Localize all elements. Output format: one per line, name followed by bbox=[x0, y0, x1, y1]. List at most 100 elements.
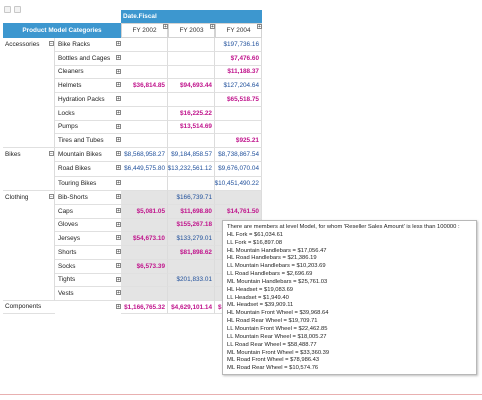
column-label: FY 2004 bbox=[226, 27, 251, 34]
refresh-icon[interactable] bbox=[14, 6, 21, 13]
expand-icon[interactable]: + bbox=[116, 68, 121, 75]
row-label: Hydration Packs bbox=[58, 95, 105, 103]
value-cell: $10,451,490.22 bbox=[215, 176, 262, 191]
row-locks[interactable]: Locks bbox=[55, 107, 121, 121]
column-fy2003[interactable]: FY 2003 bbox=[168, 23, 215, 38]
value-cell bbox=[168, 176, 215, 191]
tooltip-item: ML Mountain Handlebars = $25,761.03 bbox=[227, 278, 328, 285]
value-cell: $166,739.71 bbox=[168, 191, 215, 205]
expand-icon[interactable]: + bbox=[116, 276, 121, 283]
expand-icon[interactable]: + bbox=[116, 41, 121, 47]
value-cell: $8,738,867.54 bbox=[215, 148, 262, 163]
row-label: Mountain Bikes bbox=[58, 151, 102, 159]
expand-icon[interactable]: + bbox=[116, 194, 121, 200]
row-shorts[interactable]: Shorts bbox=[55, 246, 121, 260]
value-cell: $4,629,101.14 bbox=[168, 301, 215, 314]
value-cell bbox=[168, 93, 215, 107]
expand-icon[interactable]: + bbox=[116, 221, 121, 228]
row-label: Bib-Shorts bbox=[58, 193, 88, 201]
collapse-icon[interactable]: − bbox=[49, 41, 54, 47]
expand-icon[interactable]: + bbox=[116, 290, 121, 297]
category-label: Bikes bbox=[5, 151, 21, 158]
expand-icon[interactable]: + bbox=[116, 109, 121, 116]
collapse-icon[interactable]: − bbox=[49, 194, 54, 200]
value-cell: $133,279.01 bbox=[168, 232, 215, 246]
tooltip-item: HL Mountain Handlebars = $17,056.47 bbox=[227, 247, 327, 254]
expand-icon[interactable]: + bbox=[116, 151, 121, 157]
row-mountain-bikes[interactable]: Mountain Bikes bbox=[55, 148, 121, 163]
column-fy2002[interactable]: FY 2002 bbox=[121, 23, 168, 38]
row-label: Bike Racks bbox=[58, 40, 90, 48]
tooltip-item: LL Mountain Front Wheel = $22,462.85 bbox=[227, 325, 328, 332]
row-label: Vests bbox=[58, 290, 74, 298]
row-label: Cleaners bbox=[58, 68, 84, 76]
expand-icon[interactable]: + bbox=[116, 82, 121, 89]
column-fy2004[interactable]: FY 2004 bbox=[215, 23, 262, 38]
row-bike-racks[interactable]: Bike Racks bbox=[55, 38, 121, 52]
value-cell bbox=[168, 134, 215, 148]
category-components[interactable]: Components bbox=[3, 301, 55, 314]
row-pumps[interactable]: Pumps bbox=[55, 121, 121, 135]
value-cell bbox=[121, 51, 168, 66]
value-cell: $925.21 bbox=[215, 134, 262, 148]
row-label: Caps bbox=[58, 207, 73, 215]
expand-icon[interactable]: + bbox=[116, 235, 121, 242]
row-bib-shorts[interactable]: Bib-Shorts bbox=[55, 191, 121, 205]
row-tires-and-tubes[interactable]: Tires and Tubes bbox=[55, 134, 121, 148]
row-label: Socks bbox=[58, 262, 76, 270]
tooltip-popup: There are members at level Model, for wh… bbox=[222, 220, 477, 375]
row-touring-bikes[interactable]: Touring Bikes bbox=[55, 177, 121, 191]
tooltip-item: LL Fork = $16,897.08 bbox=[227, 239, 283, 246]
value-cell bbox=[168, 65, 215, 80]
export-icon[interactable] bbox=[4, 6, 11, 13]
row-caps[interactable]: Caps bbox=[55, 205, 121, 219]
expand-icon[interactable]: + bbox=[116, 207, 121, 214]
row-label: Tights bbox=[58, 276, 76, 284]
expand-icon[interactable]: + bbox=[257, 24, 262, 30]
tooltip-item: LL Headset = $1,949.40 bbox=[227, 294, 289, 301]
category-clothing[interactable]: Clothing bbox=[3, 191, 55, 301]
row-gloves[interactable]: Gloves bbox=[55, 219, 121, 233]
row-vests[interactable]: Vests bbox=[55, 287, 121, 301]
bottom-divider bbox=[0, 394, 482, 395]
value-cell bbox=[121, 191, 168, 205]
expand-icon[interactable]: + bbox=[116, 96, 121, 102]
expand-icon[interactable]: + bbox=[116, 123, 121, 130]
expand-icon[interactable]: + bbox=[163, 24, 168, 30]
tooltip-item: HL Fork = $61,034.61 bbox=[227, 231, 284, 238]
value-cell: $6,573.39 bbox=[121, 259, 168, 274]
row-helmets[interactable]: Helmets bbox=[55, 79, 121, 93]
value-cell: $201,833.01 bbox=[168, 273, 215, 288]
tooltip-item: ML Mountain Front Wheel = $33,360.39 bbox=[227, 349, 330, 356]
value-cell: $11,188.37 bbox=[215, 65, 262, 80]
expand-icon[interactable]: + bbox=[116, 179, 121, 186]
expand-icon[interactable]: + bbox=[116, 137, 121, 144]
category-accessories[interactable]: Accessories bbox=[3, 38, 55, 148]
row-bottles-and-cages[interactable]: Bottles and Cages bbox=[55, 52, 121, 66]
category-bikes[interactable]: Bikes bbox=[3, 148, 55, 191]
value-cell: $94,693.44 bbox=[168, 79, 215, 93]
row-socks[interactable]: Socks bbox=[55, 260, 121, 274]
expand-icon[interactable]: + bbox=[116, 304, 121, 310]
row-tights[interactable]: Tights bbox=[55, 274, 121, 288]
expand-icon[interactable]: + bbox=[116, 165, 121, 172]
row-cleaners[interactable]: Cleaners bbox=[55, 66, 121, 80]
collapse-icon[interactable]: − bbox=[49, 151, 54, 157]
category-label: Clothing bbox=[5, 194, 29, 201]
expand-icon[interactable]: + bbox=[210, 24, 215, 30]
value-cell bbox=[121, 65, 168, 80]
value-cell bbox=[121, 134, 168, 148]
value-cell: $9,184,858.57 bbox=[168, 148, 215, 163]
row-road-bikes[interactable]: Road Bikes bbox=[55, 162, 121, 177]
row-hydration-packs[interactable]: Hydration Packs bbox=[55, 93, 121, 107]
expand-icon[interactable]: + bbox=[116, 54, 121, 61]
expand-icon[interactable]: + bbox=[116, 249, 121, 255]
tooltip-item: HL Headset = $19,083.69 bbox=[227, 286, 294, 293]
value-cell: $1,166,765.32 bbox=[121, 301, 168, 314]
category-label: Components bbox=[5, 303, 42, 310]
expand-icon[interactable]: + bbox=[116, 262, 121, 269]
value-cell bbox=[121, 120, 168, 135]
value-cell bbox=[121, 93, 168, 107]
value-cell bbox=[121, 273, 168, 288]
row-jerseys[interactable]: Jerseys bbox=[55, 232, 121, 246]
